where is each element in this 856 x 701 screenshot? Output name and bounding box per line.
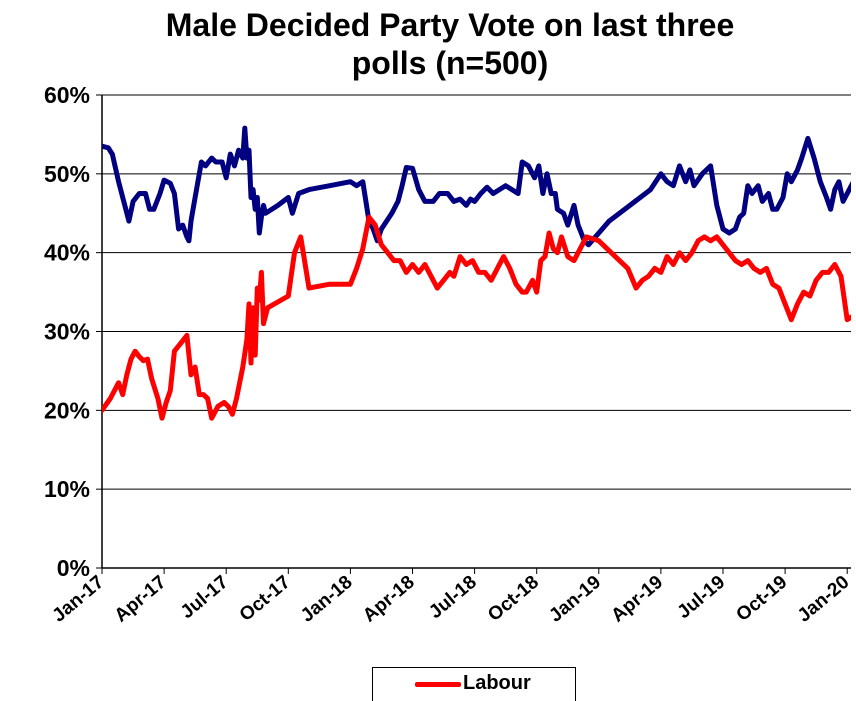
x-tick-label: Jul-19 [674, 572, 730, 623]
series-lines [102, 125, 851, 421]
legend: Labour [372, 667, 576, 701]
gridlines [102, 94, 851, 490]
legend-label-labour: Labour [463, 672, 531, 694]
x-tick-label: Oct-19 [733, 572, 792, 626]
legend-swatch-labour [415, 682, 461, 687]
y-tick-label: 40% [44, 240, 90, 266]
series-line-labour [102, 214, 851, 421]
y-tick-label: 30% [44, 319, 90, 345]
x-axis-tick-labels: Jan-17 Apr-17 Jul-17 Oct-17 Jan-18 Apr-18 Jul-… [49, 572, 854, 627]
series-line-0 [102, 125, 851, 248]
y-tick-label: 50% [44, 161, 90, 187]
y-tick-label: 0% [57, 555, 90, 581]
x-tick-label: Jan-19 [545, 572, 605, 627]
x-tick-label: Apr-17 [111, 572, 171, 627]
x-tick-label: Jan-18 [297, 572, 357, 627]
x-tick-label: Jan-20 [794, 572, 854, 627]
x-tick-label: Oct-18 [484, 572, 543, 626]
x-tick-label: Apr-18 [359, 572, 419, 627]
y-tick-label: 60% [44, 82, 90, 108]
x-tick-label: Jul-18 [425, 572, 481, 623]
x-tick-label: Apr-19 [608, 572, 668, 627]
x-tick-label: Jul-17 [177, 572, 233, 623]
chart-title: Male Decided Party Vote on last three po… [165, 7, 735, 81]
axes [96, 94, 851, 574]
y-tick-label: 20% [44, 397, 90, 423]
x-tick-label: Oct-17 [236, 572, 295, 626]
y-axis-tick-labels: 0% 10% 20% 30% 40% 50% 60% [44, 82, 90, 581]
y-tick-label: 10% [44, 476, 90, 502]
